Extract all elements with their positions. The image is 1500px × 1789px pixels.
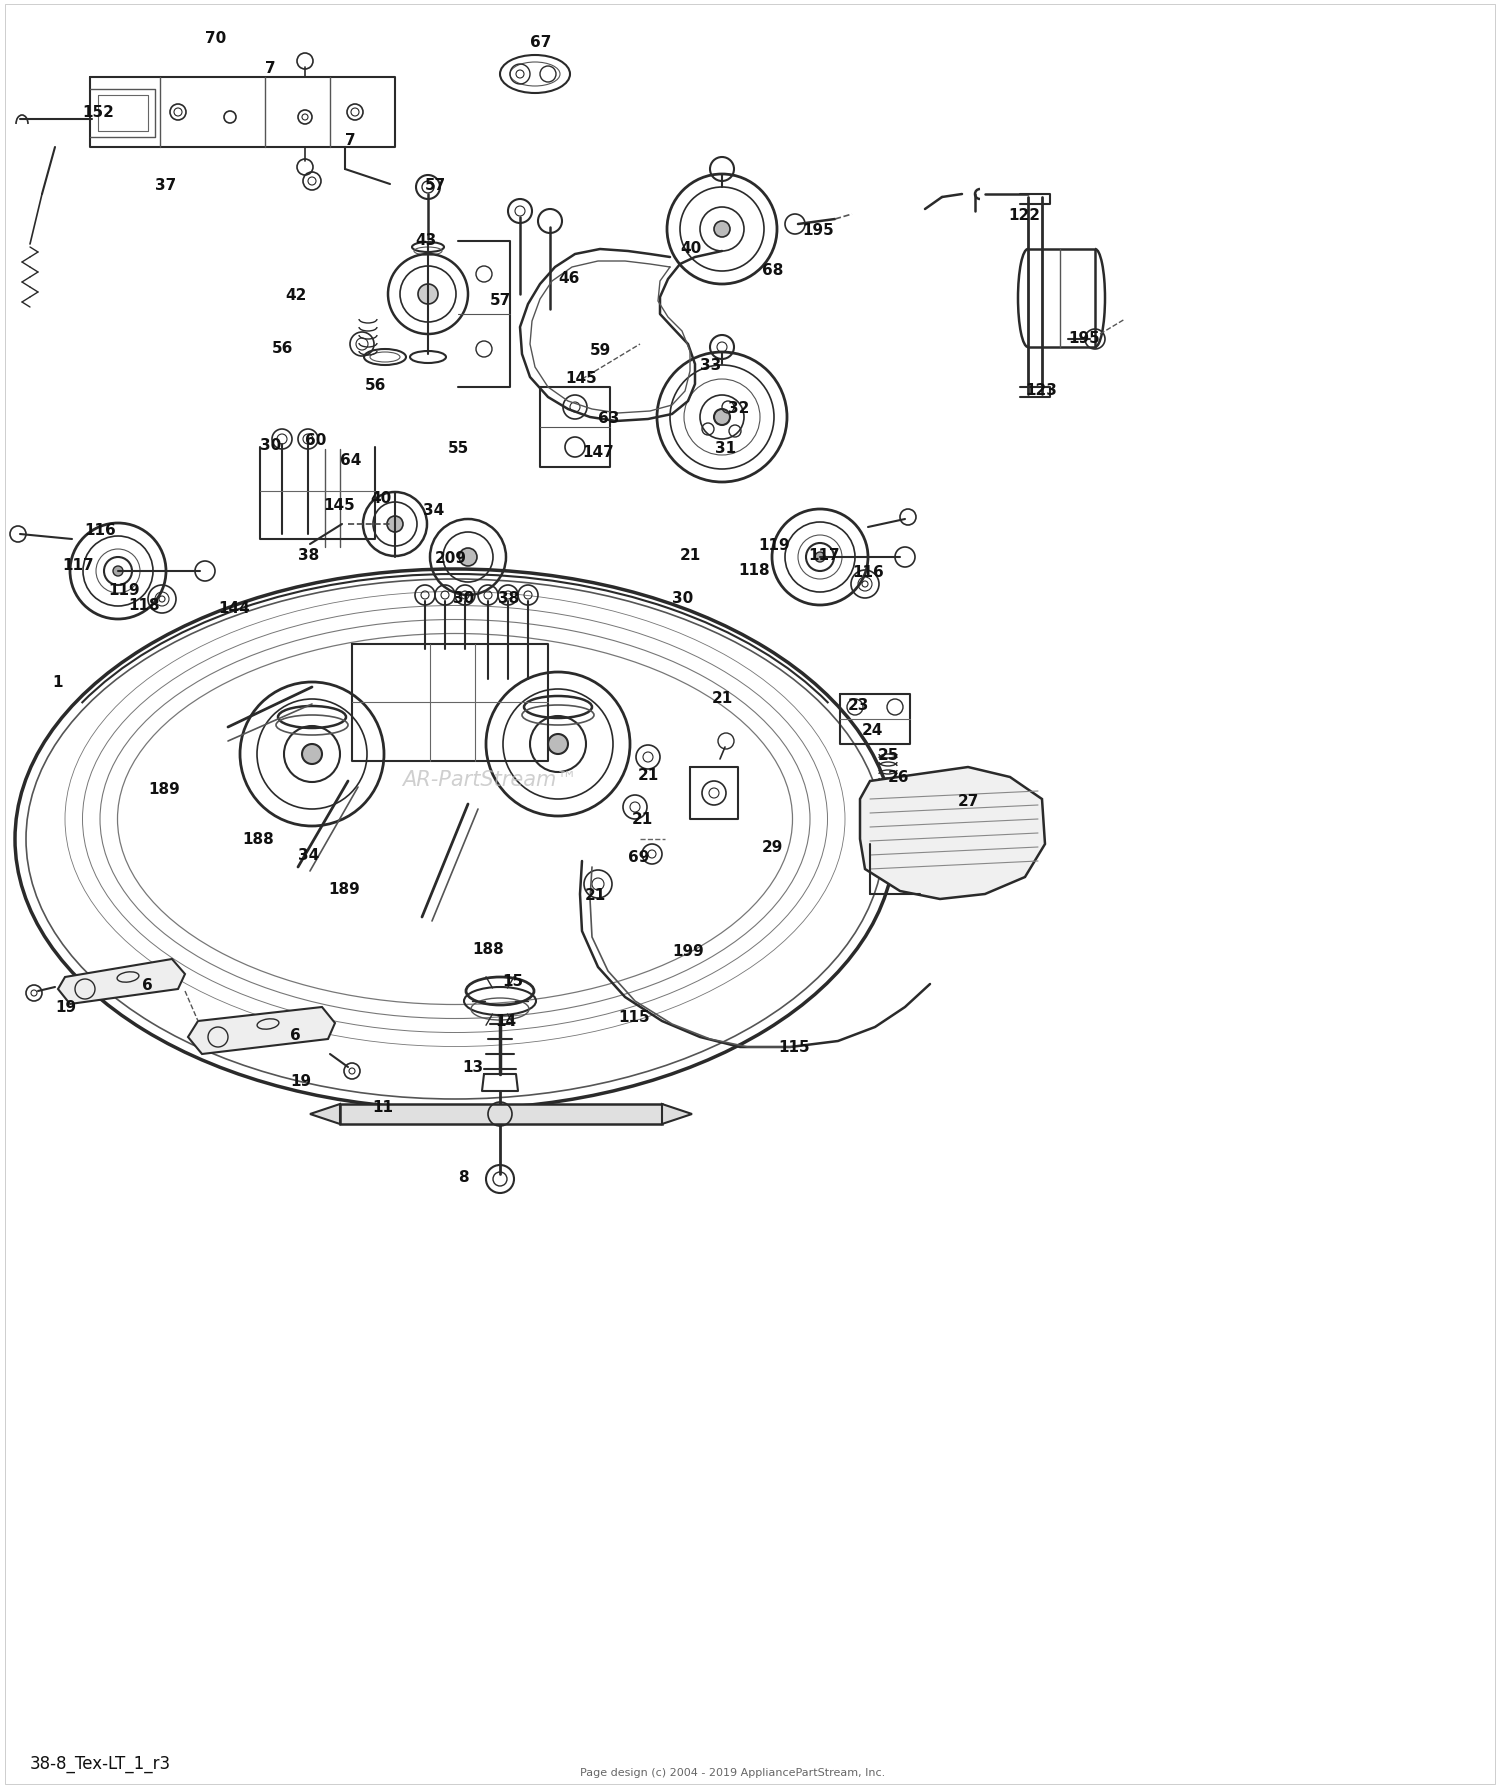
Text: 122: 122	[1008, 208, 1040, 222]
Circle shape	[419, 284, 438, 304]
Text: 118: 118	[128, 598, 159, 612]
Text: 118: 118	[738, 562, 770, 578]
Text: 34: 34	[423, 503, 444, 517]
Text: 30: 30	[672, 590, 693, 605]
Text: 30: 30	[260, 437, 282, 453]
Text: 7: 7	[266, 61, 276, 75]
Text: 116: 116	[852, 564, 883, 580]
Text: AR-PartStream™: AR-PartStream™	[402, 769, 578, 789]
Polygon shape	[188, 1007, 334, 1054]
Text: 27: 27	[958, 794, 980, 809]
Text: 67: 67	[530, 34, 552, 50]
Text: 21: 21	[632, 812, 652, 827]
Text: 38: 38	[498, 590, 519, 605]
Text: 68: 68	[762, 263, 783, 277]
Text: 37: 37	[154, 177, 177, 193]
Text: 13: 13	[462, 1059, 483, 1075]
Text: 32: 32	[728, 401, 750, 415]
Text: 188: 188	[242, 832, 274, 846]
Text: 33: 33	[700, 358, 721, 372]
Text: 115: 115	[778, 1039, 810, 1056]
Text: 55: 55	[448, 440, 470, 454]
Text: 40: 40	[680, 240, 700, 256]
Text: 21: 21	[585, 887, 606, 902]
Text: 195: 195	[1068, 331, 1100, 345]
Polygon shape	[859, 767, 1046, 900]
Circle shape	[815, 553, 825, 564]
Text: 64: 64	[340, 453, 362, 467]
Text: 25: 25	[878, 748, 900, 762]
Text: 147: 147	[582, 444, 614, 460]
Text: 23: 23	[847, 698, 870, 712]
Text: 115: 115	[618, 1011, 650, 1025]
Text: 70: 70	[206, 30, 226, 45]
Text: 21: 21	[680, 547, 700, 562]
Text: 144: 144	[217, 599, 250, 615]
Text: 31: 31	[716, 440, 736, 454]
Text: 60: 60	[304, 433, 327, 447]
Text: 152: 152	[82, 104, 114, 120]
Text: 21: 21	[638, 767, 658, 782]
Text: 57: 57	[424, 177, 447, 193]
Text: 119: 119	[758, 537, 789, 553]
Circle shape	[112, 567, 123, 576]
Polygon shape	[340, 1104, 662, 1123]
Circle shape	[714, 222, 730, 238]
Text: 6: 6	[290, 1027, 302, 1041]
Text: 21: 21	[712, 691, 734, 705]
Text: 199: 199	[672, 945, 704, 959]
Text: 195: 195	[802, 222, 834, 238]
Text: 34: 34	[298, 846, 320, 862]
Text: 38: 38	[298, 547, 320, 562]
Text: 24: 24	[862, 723, 883, 737]
Text: 29: 29	[762, 841, 783, 855]
Polygon shape	[310, 1104, 340, 1123]
Text: 42: 42	[285, 288, 306, 302]
Text: 43: 43	[416, 233, 436, 247]
Circle shape	[714, 410, 730, 426]
Text: 123: 123	[1024, 383, 1057, 397]
Polygon shape	[58, 959, 184, 1004]
Text: 19: 19	[56, 1000, 76, 1014]
Text: 116: 116	[84, 522, 116, 537]
Circle shape	[548, 735, 568, 755]
Text: 209: 209	[435, 551, 466, 565]
Text: 59: 59	[590, 342, 610, 358]
Text: 117: 117	[808, 547, 840, 562]
Text: 19: 19	[290, 1073, 310, 1090]
Text: 14: 14	[495, 1014, 516, 1029]
Text: 69: 69	[628, 850, 650, 866]
Text: 56: 56	[272, 340, 294, 356]
Text: 40: 40	[370, 490, 392, 504]
Circle shape	[459, 549, 477, 567]
Text: 38-8_Tex-LT_1_r3: 38-8_Tex-LT_1_r3	[30, 1753, 171, 1773]
Text: 46: 46	[558, 270, 579, 284]
Text: 145: 145	[566, 370, 597, 385]
Text: 189: 189	[328, 882, 360, 896]
Text: 63: 63	[598, 410, 619, 426]
Text: 26: 26	[888, 769, 909, 785]
Text: 56: 56	[364, 377, 387, 392]
Text: 7: 7	[345, 132, 355, 147]
Text: 30: 30	[453, 590, 474, 605]
Circle shape	[302, 744, 322, 764]
Text: Page design (c) 2004 - 2019 AppliancePartStream, Inc.: Page design (c) 2004 - 2019 AppliancePar…	[580, 1768, 885, 1776]
Text: 145: 145	[322, 497, 356, 512]
Circle shape	[387, 517, 404, 533]
Text: 189: 189	[148, 782, 180, 798]
Polygon shape	[662, 1104, 692, 1123]
Text: 57: 57	[490, 292, 512, 308]
Text: 15: 15	[503, 973, 524, 989]
Text: 188: 188	[472, 943, 504, 957]
Text: 11: 11	[372, 1100, 393, 1115]
Text: 1: 1	[53, 674, 63, 689]
Text: 119: 119	[108, 581, 140, 598]
Text: 8: 8	[458, 1170, 468, 1184]
Text: 117: 117	[62, 556, 93, 572]
Text: 6: 6	[142, 977, 153, 991]
